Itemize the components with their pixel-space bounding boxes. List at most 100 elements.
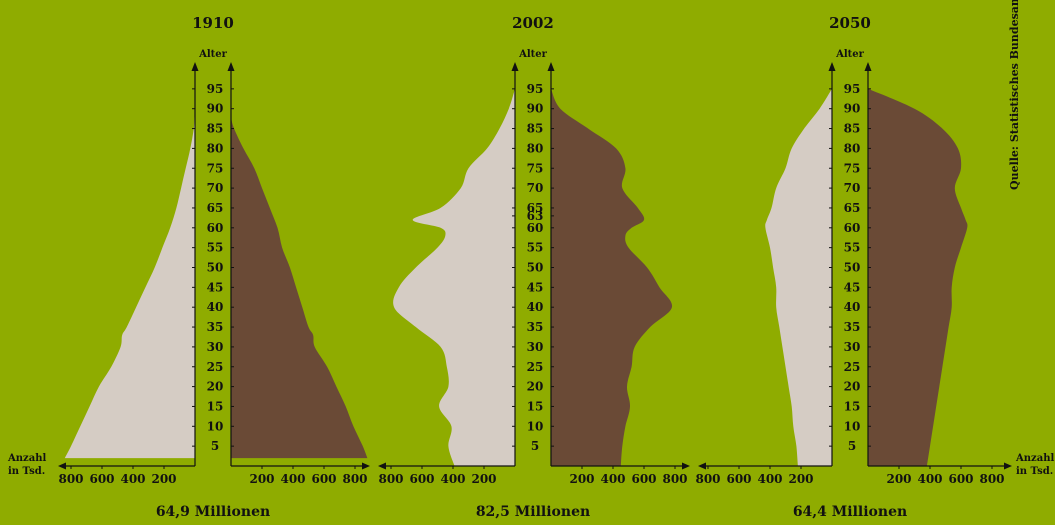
age-tick-label: 70 [844,181,861,195]
pyramid-title: 2050 [829,14,871,32]
pyramid-title: 1910 [192,14,234,32]
age-tick-label: 10 [527,419,544,433]
age-tick-label: 35 [527,320,544,334]
age-tick-label: 50 [844,261,861,275]
x-tick-label-left: 600 [89,472,114,486]
age-tick-label: 5 [211,439,219,453]
age-tick-label: 60 [207,221,224,235]
age-tick-label: 25 [207,360,224,374]
x-tick-label-right: 400 [917,472,942,486]
x-axis-right-arrow [1004,462,1012,470]
age-tick-label: 55 [527,241,544,255]
age-tick-label: 95 [527,82,544,96]
x-tick-label-left: 200 [471,472,496,486]
age-tick-label: 40 [527,300,544,314]
age-tick-label: 25 [527,360,544,374]
pyramid-title: 2002 [512,14,554,32]
age-tick-label: 80 [527,141,544,155]
x-tick-label-right: 800 [342,472,367,486]
age-tick-label: 90 [844,102,861,116]
x-tick-label-right: 200 [569,472,594,486]
right-population-area [551,88,673,467]
x-tick-label-left: 400 [757,472,782,486]
x-tick-label-left: 800 [695,472,720,486]
age-tick-label: 60 [844,221,861,235]
x-axis-left-arrow [378,462,386,470]
age-tick-label: 5 [531,439,539,453]
total-population-label: 64,4 Millionen [793,504,907,520]
axis-right-label-line1: Anzahl [1015,453,1054,464]
x-tick-label-left: 400 [120,472,145,486]
age-axis-label: Alter [198,49,228,60]
age-tick-label: 65 [207,201,224,215]
age-tick-label: 75 [527,161,544,175]
axis-left-label-line2: in Tsd. [8,466,45,477]
left-population-area [64,108,195,459]
age-axis-arrow [864,62,872,71]
axis-left-label-line1: Anzahl [7,453,46,464]
age-tick-label: 10 [844,419,861,433]
age-tick-label: 5 [848,439,856,453]
age-tick-label: 30 [527,340,544,354]
age-tick-label: 95 [844,82,861,96]
right-population-area [868,88,968,467]
age-tick-label: 35 [207,320,224,334]
age-tick-label: 75 [207,161,224,175]
age-tick-label: 30 [844,340,861,354]
pyramid-2050: 5 10 15 20 25 30 35 40 45 50 55 60 65 70 75 80 85 90 95 Alt… [695,14,1012,520]
x-tick-label-right: 200 [249,472,274,486]
axis-right-label-line2: in Tsd. [1016,466,1053,477]
age-tick-label: 50 [527,261,544,275]
x-tick-label-right: 800 [979,472,1004,486]
age-tick-label: 70 [527,181,544,195]
age-tick-label: 35 [844,320,861,334]
x-tick-label-left: 200 [788,472,813,486]
age-tick-label: 90 [207,102,224,116]
age-tick-label: 85 [844,122,861,136]
x-tick-label-right: 800 [662,472,687,486]
age-tick-label: 55 [207,241,224,255]
age-tick-label: 95 [207,82,224,96]
age-tick-label: 50 [207,261,224,275]
x-tick-label-right: 600 [631,472,656,486]
x-axis-left-arrow [58,462,66,470]
age-tick-label: 55 [844,241,861,255]
age-tick-label: 80 [844,141,861,155]
x-tick-label-left: 600 [409,472,434,486]
x-tick-label-left: 200 [151,472,176,486]
source-label: Quelle: Statistisches Bundesamt [1008,0,1021,190]
age-tick-label: 45 [207,280,224,294]
left-population-area [765,88,832,467]
age-tick-label: 85 [207,122,224,136]
x-axis-right-arrow [362,462,370,470]
x-tick-label-left: 400 [440,472,465,486]
x-tick-label-left: 800 [58,472,83,486]
x-tick-label-left: 800 [378,472,403,486]
x-tick-label-left: 600 [726,472,751,486]
age-axis-arrow [828,62,836,71]
age-axis-arrow [547,62,555,71]
age-tick-label: 45 [844,280,861,294]
age-tick-label: 10 [207,419,224,433]
age-tick-label: 20 [527,380,544,394]
age-axis-label: Alter [518,49,548,60]
age-tick-label: 80 [207,141,224,155]
age-axis-arrow [227,62,235,71]
x-tick-label-right: 400 [600,472,625,486]
age-tick-label: 60 [527,221,544,235]
total-population-label: 64,9 Millionen [156,504,270,520]
x-axis-left-arrow [698,462,706,470]
x-axis-right-arrow [682,462,690,470]
age-tick-label: 15 [527,399,544,413]
age-tick-label: 20 [844,380,861,394]
age-tick-label: 70 [207,181,224,195]
age-tick-label: 75 [844,161,861,175]
x-tick-label-right: 600 [948,472,973,486]
x-tick-label-right: 400 [280,472,305,486]
x-tick-label-right: 200 [886,472,911,486]
age-tick-label: 40 [207,300,224,314]
total-population-label: 82,5 Millionen [476,504,590,520]
age-tick-label: 90 [527,102,544,116]
